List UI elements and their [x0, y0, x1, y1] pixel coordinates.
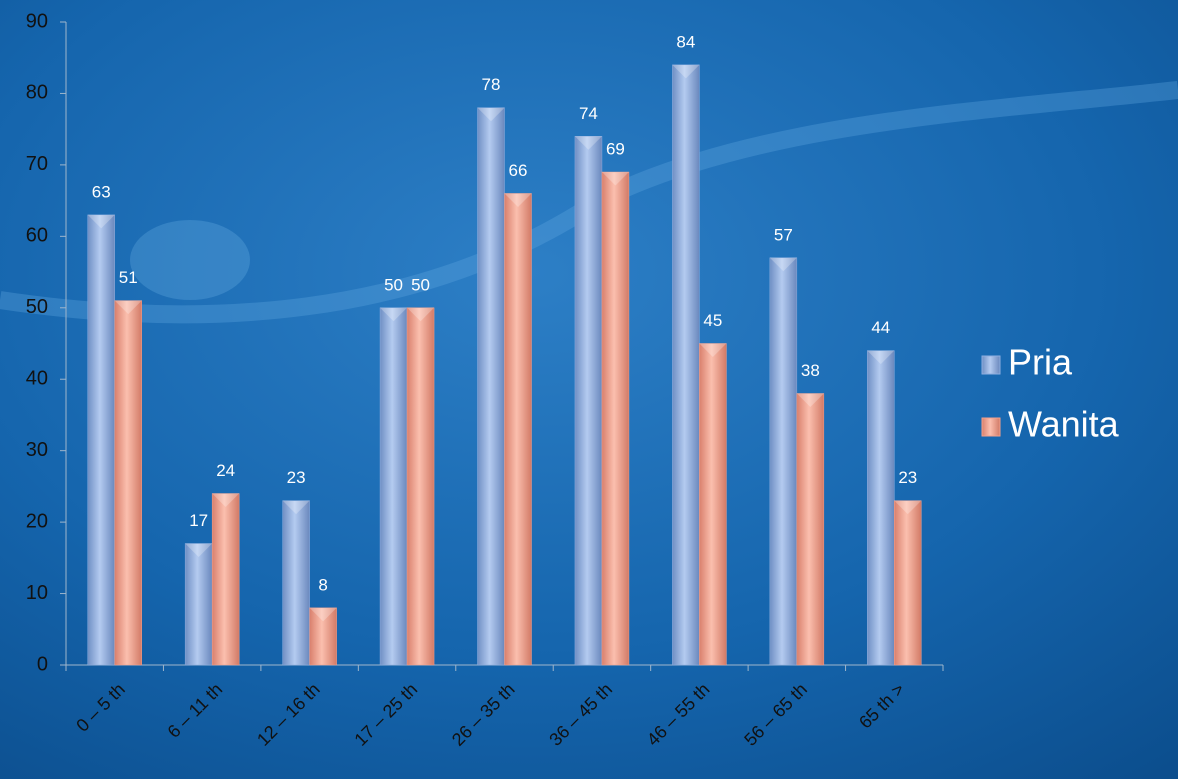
- legend-swatch: [981, 355, 1001, 375]
- y-tick-label: 70: [26, 153, 48, 175]
- bar: [601, 171, 630, 666]
- bar-bevel: [212, 493, 240, 508]
- bar: [504, 193, 532, 666]
- data-label: 44: [871, 318, 890, 337]
- y-tick-label: 10: [26, 582, 48, 604]
- bar-bevel: [477, 107, 505, 122]
- data-label: 24: [216, 461, 235, 480]
- y-tick-label: 40: [26, 368, 48, 390]
- water-drop: [130, 220, 250, 300]
- y-tick-label: 0: [37, 653, 48, 675]
- data-label: 69: [606, 140, 625, 159]
- bar: [894, 500, 922, 666]
- bar: [379, 307, 408, 666]
- bar-bevel: [796, 393, 824, 408]
- bar: [87, 214, 115, 666]
- bar-bevel: [867, 350, 895, 365]
- bar-bevel: [574, 136, 602, 150]
- legend-swatch: [981, 417, 1001, 437]
- bar: [184, 543, 213, 666]
- data-label: 8: [318, 575, 327, 594]
- data-label: 23: [898, 468, 917, 487]
- bar-bevel: [380, 307, 408, 322]
- y-tick-label: 50: [26, 296, 48, 318]
- bar-bevel: [309, 607, 337, 622]
- bar-bevel: [114, 300, 142, 315]
- bar-bevel: [699, 343, 727, 357]
- data-label: 45: [703, 311, 722, 330]
- bar-bevel: [87, 214, 115, 229]
- bar: [211, 493, 240, 666]
- data-label: 38: [801, 361, 820, 380]
- data-label: 63: [92, 182, 111, 201]
- data-label: 17: [189, 511, 208, 530]
- data-label: 84: [676, 32, 695, 51]
- data-label: 74: [579, 104, 598, 123]
- bar-bevel: [601, 172, 629, 186]
- data-label: 57: [774, 225, 793, 244]
- bar-bevel: [894, 500, 922, 515]
- legend-label: Pria: [1008, 342, 1073, 383]
- bar: [477, 107, 505, 666]
- bar: [867, 350, 895, 666]
- bar: [699, 343, 727, 666]
- y-tick-label: 60: [26, 225, 48, 247]
- bar: [574, 136, 603, 666]
- bar-bevel: [504, 193, 532, 207]
- y-tick-label: 80: [26, 82, 48, 104]
- data-label: 51: [119, 268, 138, 287]
- legend-label: Wanita: [1008, 404, 1120, 445]
- bar: [796, 393, 825, 666]
- data-label: 50: [411, 275, 430, 294]
- bar-bevel: [407, 307, 435, 322]
- y-tick-label: 20: [26, 510, 48, 532]
- y-tick-label: 90: [26, 10, 48, 32]
- bar-bevel: [672, 64, 700, 79]
- data-label: 66: [509, 161, 528, 180]
- bar: [114, 300, 142, 666]
- y-tick-label: 30: [26, 439, 48, 461]
- data-label: 23: [287, 468, 306, 487]
- bar: [406, 307, 435, 666]
- bar: [309, 607, 337, 666]
- bar: [282, 500, 310, 666]
- data-label: 78: [482, 75, 501, 94]
- bar: [769, 257, 798, 666]
- bar-bevel: [769, 257, 797, 272]
- bar-bevel: [185, 543, 213, 558]
- bar: [672, 64, 700, 666]
- bar-bevel: [282, 500, 310, 515]
- data-label: 50: [384, 275, 403, 294]
